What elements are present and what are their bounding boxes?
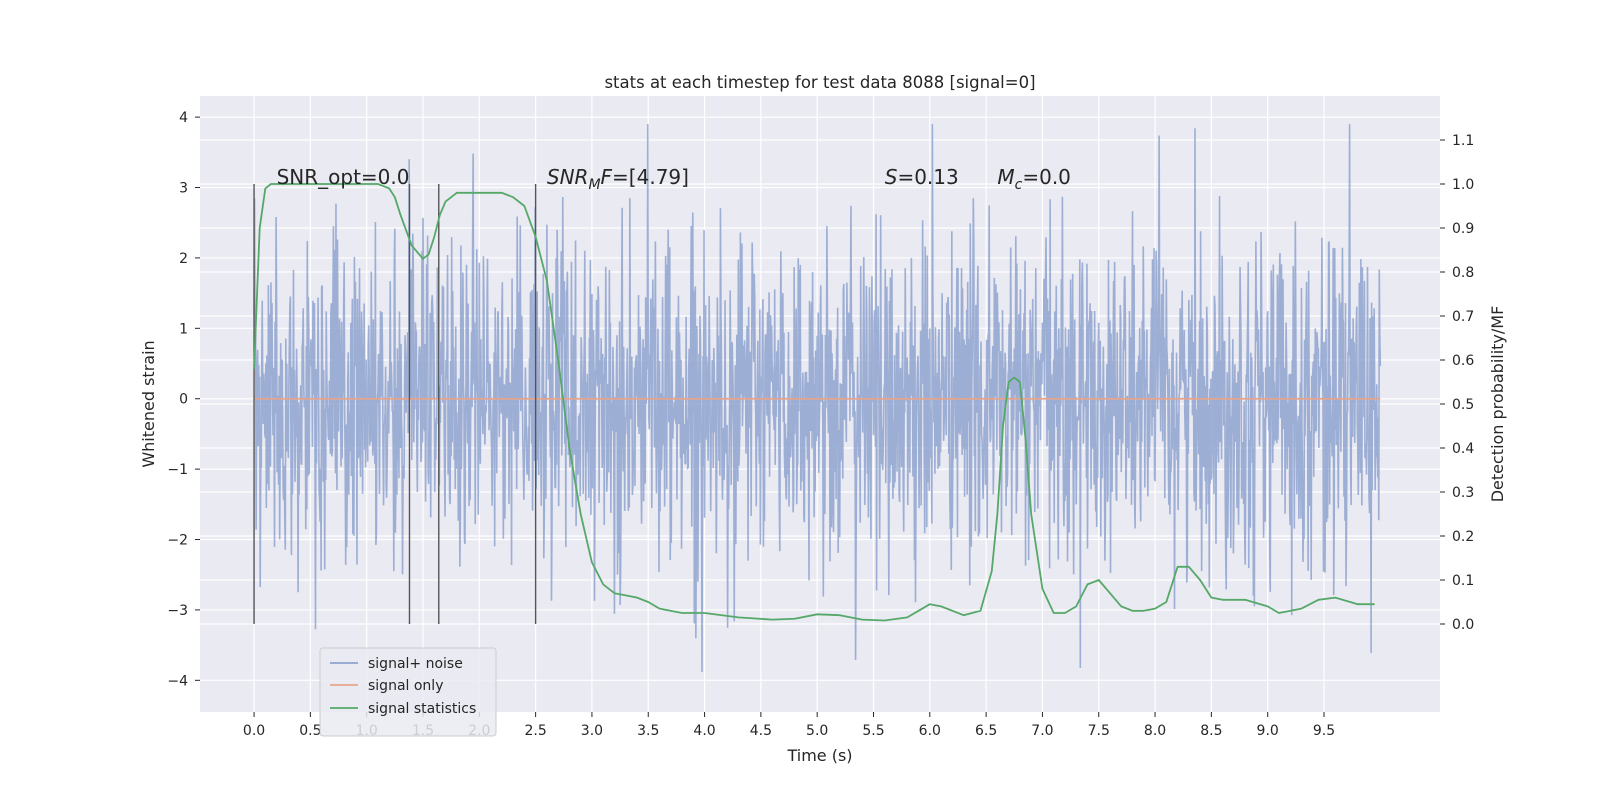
x-tick-label: 5.0	[806, 723, 828, 739]
y-tick-label-right: 0.5	[1452, 397, 1474, 413]
legend-label-signal: signal only	[368, 678, 443, 694]
legend-label-stats: signal statistics	[368, 701, 476, 717]
y-tick-label-left: 0	[179, 392, 188, 408]
x-tick-label: 9.5	[1313, 723, 1335, 739]
y-tick-label-right: 0.1	[1452, 573, 1474, 589]
y-axis-label-left: Whitened strain	[139, 340, 158, 467]
x-tick-label: 4.5	[750, 723, 772, 739]
y-tick-label-right: 1.0	[1452, 177, 1474, 193]
x-tick-label: 8.5	[1200, 723, 1222, 739]
chart-title: stats at each timestep for test data 808…	[604, 73, 1035, 92]
vertical-markers	[253, 184, 537, 624]
y-tick-label-right: 0.4	[1452, 441, 1474, 457]
x-tick-label: 7.5	[1088, 723, 1110, 739]
signal-statistics-trace	[253, 183, 1375, 622]
legend-label-noise: signal+ noise	[368, 656, 463, 672]
y-tick-label-left: −4	[167, 673, 188, 689]
y-tick-label-left: −3	[167, 603, 188, 619]
noise-trace	[253, 124, 1382, 672]
x-tick-label: 5.5	[862, 723, 884, 739]
y-tick-label-left: −2	[167, 533, 188, 549]
x-tick-label: 0.5	[299, 723, 321, 739]
x-tick-label: 0.0	[243, 723, 265, 739]
x-tick-label: 8.0	[1144, 723, 1166, 739]
y-tick-label-right: 0.9	[1452, 221, 1474, 237]
y-tick-label-left: 4	[179, 110, 188, 126]
y-tick-label-right: 0.6	[1452, 353, 1474, 369]
legend: signal+ noise signal only signal statist…	[319, 647, 497, 737]
x-tick-label: 6.0	[919, 723, 941, 739]
annotations: SNR_opt=0.0 SNRMF=[4.79] S=0.13 Mc=0.0	[277, 165, 1071, 193]
x-tick-label: 2.5	[524, 723, 546, 739]
y-tick-label-right: 0.0	[1452, 617, 1474, 633]
x-tick-label: 7.0	[1031, 723, 1053, 739]
x-tick-label: 3.5	[637, 723, 659, 739]
y-tick-label-right: 1.1	[1452, 133, 1474, 149]
tick-labels: 0.00.51.01.52.02.53.03.54.04.55.05.56.06…	[167, 110, 1474, 739]
annotation-text: SNRMF=[4.79]	[547, 165, 689, 193]
y-tick-label-left: 3	[179, 181, 188, 197]
x-tick-label: 9.0	[1257, 723, 1279, 739]
annotation-text: SNR_opt=0.0	[277, 165, 410, 189]
y-tick-label-right: 0.8	[1452, 265, 1474, 281]
y-axis-label-right: Detection probability/MF	[1488, 306, 1507, 503]
x-tick-label: 4.0	[693, 723, 715, 739]
x-tick-label: 6.5	[975, 723, 997, 739]
y-tick-label-right: 0.3	[1452, 485, 1474, 501]
y-tick-label-right: 0.7	[1452, 309, 1474, 325]
y-tick-label-right: 0.2	[1452, 529, 1474, 545]
y-tick-label-left: 2	[179, 251, 188, 267]
y-tick-label-left: 1	[179, 321, 188, 337]
annotation-text: S=0.13	[885, 165, 959, 189]
x-axis-label: Time (s)	[786, 746, 852, 765]
annotation-text: Mc=0.0	[997, 165, 1071, 193]
series-signal-statistics	[253, 183, 1375, 622]
series-signal-plus-noise	[253, 124, 1382, 672]
x-tick-label: 3.0	[581, 723, 603, 739]
legend-box	[319, 647, 497, 737]
y-tick-label-left: −1	[167, 462, 188, 478]
